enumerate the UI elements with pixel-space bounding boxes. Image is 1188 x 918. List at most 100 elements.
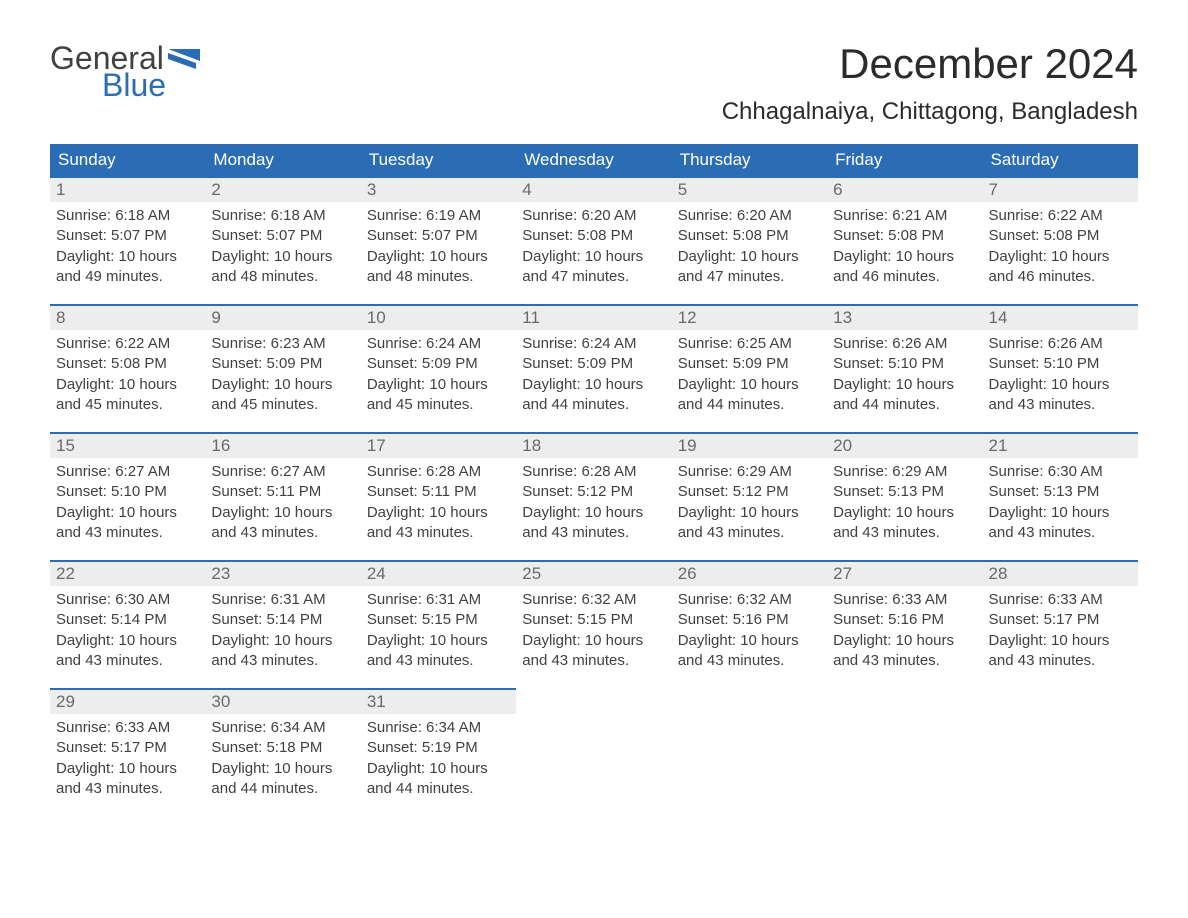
month-title: December 2024 (722, 40, 1138, 88)
sunrise-line: Sunrise: 6:33 AM (989, 590, 1132, 610)
day-number: 9 (205, 304, 360, 330)
day-content: Sunrise: 6:20 AMSunset: 5:08 PMDaylight:… (516, 202, 671, 299)
day-number: 8 (50, 304, 205, 330)
sunrise-line: Sunrise: 6:28 AM (367, 462, 510, 482)
day-content: Sunrise: 6:30 AMSunset: 5:14 PMDaylight:… (50, 586, 205, 683)
day-content: Sunrise: 6:32 AMSunset: 5:16 PMDaylight:… (672, 586, 827, 683)
sunset-line: Sunset: 5:07 PM (367, 226, 510, 246)
daylight-line: Daylight: 10 hours and 43 minutes. (833, 503, 976, 544)
sunrise-line: Sunrise: 6:23 AM (211, 334, 354, 354)
week-row: 1Sunrise: 6:18 AMSunset: 5:07 PMDaylight… (50, 176, 1138, 304)
day-content: Sunrise: 6:31 AMSunset: 5:14 PMDaylight:… (205, 586, 360, 683)
day-number: 1 (50, 176, 205, 202)
sunrise-line: Sunrise: 6:26 AM (989, 334, 1132, 354)
sunrise-line: Sunrise: 6:26 AM (833, 334, 976, 354)
sunrise-line: Sunrise: 6:30 AM (989, 462, 1132, 482)
day-number: 14 (983, 304, 1138, 330)
day-number: 20 (827, 432, 982, 458)
daylight-line: Daylight: 10 hours and 43 minutes. (56, 759, 199, 800)
page-header: General Blue December 2024 Chhagalnaiya,… (50, 40, 1138, 126)
week-row: 15Sunrise: 6:27 AMSunset: 5:10 PMDayligh… (50, 432, 1138, 560)
sunrise-line: Sunrise: 6:27 AM (56, 462, 199, 482)
day-cell: 17Sunrise: 6:28 AMSunset: 5:11 PMDayligh… (361, 432, 516, 560)
day-cell: 4Sunrise: 6:20 AMSunset: 5:08 PMDaylight… (516, 176, 671, 304)
sunrise-line: Sunrise: 6:30 AM (56, 590, 199, 610)
sunrise-line: Sunrise: 6:25 AM (678, 334, 821, 354)
day-cell: 1Sunrise: 6:18 AMSunset: 5:07 PMDaylight… (50, 176, 205, 304)
day-cell: 15Sunrise: 6:27 AMSunset: 5:10 PMDayligh… (50, 432, 205, 560)
daylight-line: Daylight: 10 hours and 43 minutes. (678, 503, 821, 544)
day-content: Sunrise: 6:25 AMSunset: 5:09 PMDaylight:… (672, 330, 827, 427)
day-cell: 21Sunrise: 6:30 AMSunset: 5:13 PMDayligh… (983, 432, 1138, 560)
sunset-line: Sunset: 5:12 PM (522, 482, 665, 502)
day-cell: 24Sunrise: 6:31 AMSunset: 5:15 PMDayligh… (361, 560, 516, 688)
day-content: Sunrise: 6:34 AMSunset: 5:19 PMDaylight:… (361, 714, 516, 811)
weekday-header: Tuesday (361, 144, 516, 176)
location-text: Chhagalnaiya, Chittagong, Bangladesh (722, 98, 1138, 126)
day-cell: 30Sunrise: 6:34 AMSunset: 5:18 PMDayligh… (205, 688, 360, 816)
sunset-line: Sunset: 5:09 PM (678, 354, 821, 374)
day-cell: 23Sunrise: 6:31 AMSunset: 5:14 PMDayligh… (205, 560, 360, 688)
day-cell: 25Sunrise: 6:32 AMSunset: 5:15 PMDayligh… (516, 560, 671, 688)
weekday-header-row: SundayMondayTuesdayWednesdayThursdayFrid… (50, 144, 1138, 176)
day-number: 16 (205, 432, 360, 458)
sunset-line: Sunset: 5:16 PM (678, 610, 821, 630)
daylight-line: Daylight: 10 hours and 44 minutes. (833, 375, 976, 416)
daylight-line: Daylight: 10 hours and 43 minutes. (989, 503, 1132, 544)
sunset-line: Sunset: 5:15 PM (367, 610, 510, 630)
sunrise-line: Sunrise: 6:21 AM (833, 206, 976, 226)
sunrise-line: Sunrise: 6:28 AM (522, 462, 665, 482)
day-content: Sunrise: 6:28 AMSunset: 5:12 PMDaylight:… (516, 458, 671, 555)
day-content: Sunrise: 6:31 AMSunset: 5:15 PMDaylight:… (361, 586, 516, 683)
empty-cell (516, 688, 671, 816)
sunrise-line: Sunrise: 6:22 AM (56, 334, 199, 354)
logo-text-blue: Blue (102, 67, 166, 104)
day-content: Sunrise: 6:24 AMSunset: 5:09 PMDaylight:… (361, 330, 516, 427)
sunrise-line: Sunrise: 6:32 AM (522, 590, 665, 610)
sunset-line: Sunset: 5:08 PM (522, 226, 665, 246)
day-content: Sunrise: 6:32 AMSunset: 5:15 PMDaylight:… (516, 586, 671, 683)
sunrise-line: Sunrise: 6:31 AM (367, 590, 510, 610)
day-content: Sunrise: 6:18 AMSunset: 5:07 PMDaylight:… (50, 202, 205, 299)
daylight-line: Daylight: 10 hours and 43 minutes. (367, 503, 510, 544)
daylight-line: Daylight: 10 hours and 46 minutes. (833, 247, 976, 288)
daylight-line: Daylight: 10 hours and 43 minutes. (211, 503, 354, 544)
day-number: 30 (205, 688, 360, 714)
day-number: 13 (827, 304, 982, 330)
day-cell: 31Sunrise: 6:34 AMSunset: 5:19 PMDayligh… (361, 688, 516, 816)
weekday-header: Monday (205, 144, 360, 176)
sunrise-line: Sunrise: 6:22 AM (989, 206, 1132, 226)
day-cell: 11Sunrise: 6:24 AMSunset: 5:09 PMDayligh… (516, 304, 671, 432)
day-cell: 6Sunrise: 6:21 AMSunset: 5:08 PMDaylight… (827, 176, 982, 304)
daylight-line: Daylight: 10 hours and 47 minutes. (678, 247, 821, 288)
day-cell: 22Sunrise: 6:30 AMSunset: 5:14 PMDayligh… (50, 560, 205, 688)
day-content: Sunrise: 6:30 AMSunset: 5:13 PMDaylight:… (983, 458, 1138, 555)
sunrise-line: Sunrise: 6:19 AM (367, 206, 510, 226)
weekday-header: Wednesday (516, 144, 671, 176)
day-number: 19 (672, 432, 827, 458)
day-number: 25 (516, 560, 671, 586)
daylight-line: Daylight: 10 hours and 43 minutes. (989, 631, 1132, 672)
weeks-container: 1Sunrise: 6:18 AMSunset: 5:07 PMDaylight… (50, 176, 1138, 816)
day-number: 4 (516, 176, 671, 202)
sunrise-line: Sunrise: 6:33 AM (56, 718, 199, 738)
day-number: 11 (516, 304, 671, 330)
sunset-line: Sunset: 5:10 PM (56, 482, 199, 502)
sunset-line: Sunset: 5:17 PM (989, 610, 1132, 630)
sunrise-line: Sunrise: 6:24 AM (367, 334, 510, 354)
day-number: 12 (672, 304, 827, 330)
sunrise-line: Sunrise: 6:18 AM (56, 206, 199, 226)
day-number: 18 (516, 432, 671, 458)
week-row: 22Sunrise: 6:30 AMSunset: 5:14 PMDayligh… (50, 560, 1138, 688)
day-cell: 5Sunrise: 6:20 AMSunset: 5:08 PMDaylight… (672, 176, 827, 304)
day-number: 3 (361, 176, 516, 202)
day-cell: 2Sunrise: 6:18 AMSunset: 5:07 PMDaylight… (205, 176, 360, 304)
day-content: Sunrise: 6:22 AMSunset: 5:08 PMDaylight:… (983, 202, 1138, 299)
day-number: 21 (983, 432, 1138, 458)
sunrise-line: Sunrise: 6:29 AM (833, 462, 976, 482)
daylight-line: Daylight: 10 hours and 43 minutes. (367, 631, 510, 672)
daylight-line: Daylight: 10 hours and 45 minutes. (56, 375, 199, 416)
sunrise-line: Sunrise: 6:27 AM (211, 462, 354, 482)
sunset-line: Sunset: 5:13 PM (989, 482, 1132, 502)
day-content: Sunrise: 6:34 AMSunset: 5:18 PMDaylight:… (205, 714, 360, 811)
